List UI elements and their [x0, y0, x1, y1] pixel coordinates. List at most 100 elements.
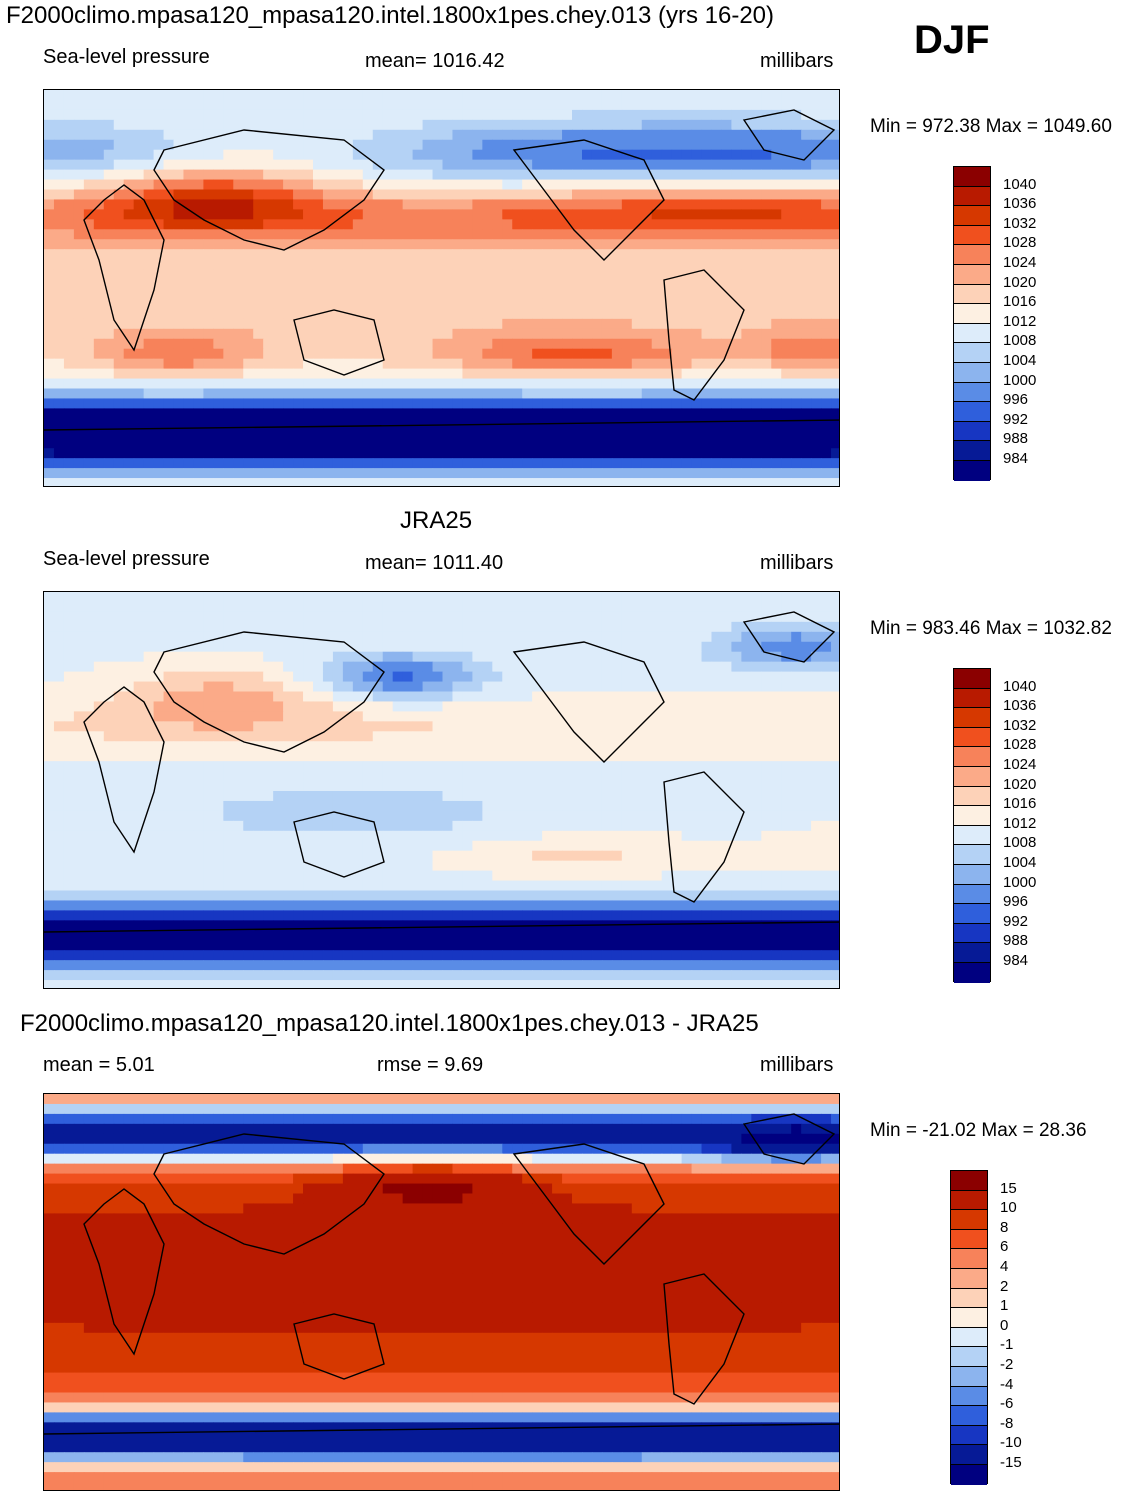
heatmap-cell: [731, 298, 742, 310]
heatmap-cell: [442, 259, 454, 270]
heatmap-cell: [342, 179, 354, 191]
heatmap-cell: [452, 731, 464, 742]
heatmap-cell: [412, 651, 424, 663]
heatmap-cell: [522, 691, 533, 703]
heatmap-cell: [362, 418, 374, 429]
heatmap-cell: [831, 721, 839, 732]
heatmap-cell: [213, 631, 224, 643]
heatmap-cell: [821, 478, 832, 486]
heatmap-cell: [641, 388, 653, 400]
heatmap-cell: [751, 318, 762, 330]
heatmap-cell: [283, 189, 294, 201]
heatmap-cell: [263, 249, 274, 260]
heatmap-cell: [422, 179, 434, 191]
heatmap-cell: [512, 398, 523, 409]
heatmap-cell: [103, 90, 115, 101]
heatmap-cell: [671, 761, 683, 772]
heatmap-cell: [362, 751, 374, 762]
heatmap-cell: [123, 671, 135, 683]
heatmap-cell: [572, 408, 583, 419]
heatmap-cell: [362, 378, 374, 390]
heatmap-cell: [63, 601, 75, 613]
heatmap-cell: [741, 731, 752, 742]
heatmap-cell: [243, 631, 254, 643]
heatmap-cell: [123, 279, 135, 290]
heatmap-cell: [462, 601, 473, 613]
heatmap-cell: [581, 671, 593, 683]
heatmap-cell: [173, 701, 185, 712]
heatmap-cell: [322, 671, 334, 683]
heatmap-cell: [631, 478, 643, 486]
heatmap-cell: [741, 90, 752, 101]
heatmap-cell: [163, 408, 175, 419]
heatmap-cell: [681, 338, 693, 350]
heatmap-cell: [801, 328, 812, 340]
heatmap-cell: [73, 418, 85, 429]
heatmap-cell: [641, 289, 653, 300]
heatmap-cell: [83, 139, 95, 151]
heatmap-cell: [681, 99, 693, 111]
heatmap-cell: [442, 378, 454, 390]
heatmap-cell: [552, 631, 563, 643]
heatmap-cell: [721, 721, 733, 732]
heatmap-cell: [322, 651, 334, 663]
heatmap-cell: [472, 691, 483, 703]
heatmap-cell: [113, 691, 125, 703]
heatmap-cell: [213, 751, 224, 762]
heatmap-cell: [312, 408, 324, 419]
heatmap-cell: [163, 279, 175, 290]
heatmap-cell: [581, 149, 593, 161]
heatmap-cell: [711, 209, 723, 220]
heatmap-cell: [303, 318, 314, 330]
heatmap-cell: [661, 418, 673, 429]
heatmap-cell: [392, 741, 404, 752]
heatmap-cell: [432, 298, 444, 310]
heatmap-cell: [382, 279, 394, 290]
heatmap-cell: [312, 611, 324, 623]
heatmap-cell: [243, 289, 254, 300]
heatmap-cell: [402, 219, 414, 230]
heatmap-cell: [442, 129, 454, 141]
heatmap-cell: [372, 681, 384, 693]
heatmap-cell: [442, 249, 454, 260]
heatmap-cell: [741, 149, 752, 161]
heatmap-cell: [342, 478, 354, 486]
heatmap-cell: [103, 269, 115, 280]
heatmap-cell: [502, 408, 513, 419]
heatmap-cell: [442, 731, 454, 742]
heatmap-cell: [761, 448, 772, 459]
heatmap-cell: [402, 119, 414, 131]
heatmap-cell: [611, 179, 623, 191]
heatmap-cell: [93, 99, 105, 111]
heatmap-cell: [482, 239, 493, 250]
heatmap-cell: [103, 129, 115, 141]
heatmap-cell: [213, 199, 224, 210]
heatmap-cell: [442, 651, 454, 663]
heatmap-cell: [173, 259, 185, 270]
heatmap-cell: [581, 438, 593, 449]
heatmap-cell: [312, 169, 324, 181]
heatmap-cell: [412, 199, 424, 210]
heatmap-cell: [661, 259, 673, 270]
heatmap-cell: [831, 781, 839, 792]
season-label: DJF: [914, 18, 990, 62]
heatmap-cell: [153, 711, 165, 722]
heatmap-cell: [671, 279, 683, 290]
heatmap-cell: [701, 189, 713, 201]
heatmap-cell: [312, 149, 324, 161]
heatmap-cell: [283, 269, 294, 280]
heatmap-cell: [572, 428, 583, 439]
heatmap-cell: [233, 249, 244, 260]
heatmap-cell: [163, 601, 175, 613]
heatmap-cell: [233, 109, 244, 121]
heatmap-cell: [572, 109, 583, 121]
heatmap-cell: [621, 348, 633, 360]
heatmap-cell: [661, 771, 673, 782]
heatmap-cell: [681, 681, 693, 693]
heatmap-cell: [761, 368, 772, 380]
heatmap-cell: [661, 428, 673, 439]
heatmap-cell: [123, 318, 135, 330]
heatmap-cell: [83, 721, 95, 732]
heatmap-cell: [63, 209, 75, 220]
heatmap-cell: [352, 279, 364, 290]
